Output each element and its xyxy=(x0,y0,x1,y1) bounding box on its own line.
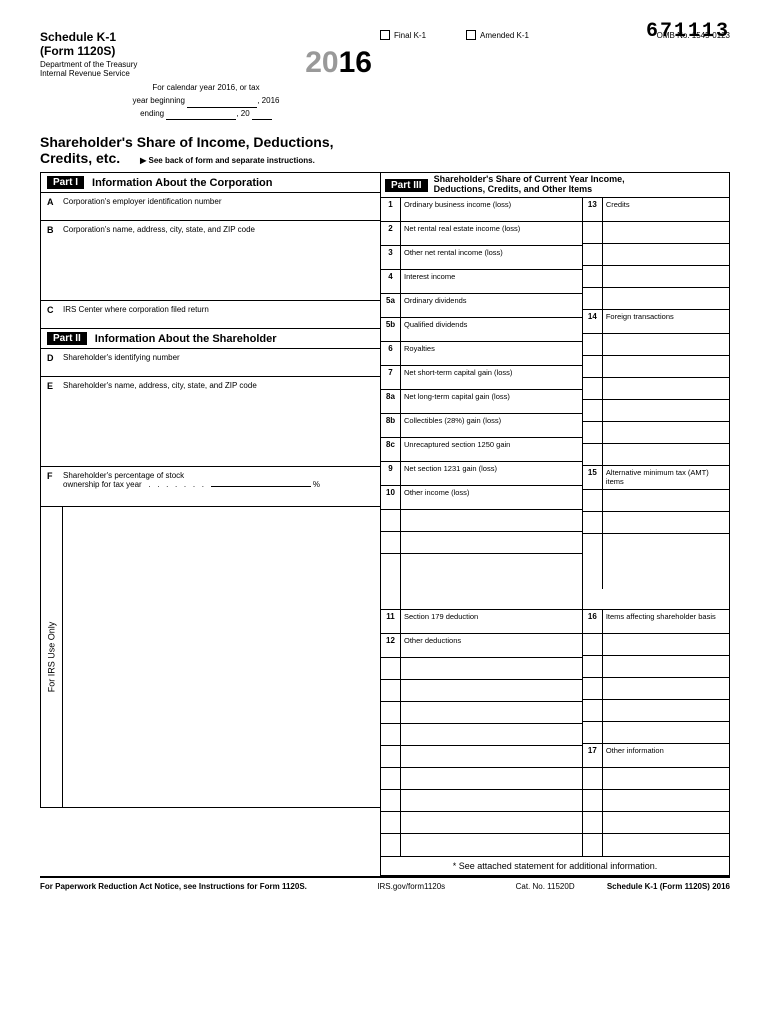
form-code: 671113 xyxy=(646,20,730,43)
part3-badge: Part III xyxy=(385,179,428,192)
part3-grid-lower: 11Section 179 deduction 12Other deductio… xyxy=(381,609,729,856)
amended-k1-checkbox[interactable] xyxy=(466,30,476,40)
row-D: D Shareholder's identifying number xyxy=(41,348,380,376)
main-title: Shareholder's Share of Income, Deduction… xyxy=(40,134,372,150)
footer-form-id: Schedule K-1 (Form 1120S) 2016 xyxy=(607,882,730,891)
amended-k1-label: Amended K-1 xyxy=(480,31,529,40)
row-E: E Shareholder's name, address, city, sta… xyxy=(41,376,380,466)
header-row: Schedule K-1 (Form 1120S) Department of … xyxy=(40,30,730,166)
left-column: Part I Information About the Corporation… xyxy=(40,172,380,808)
dept-line: Department of the Treasury xyxy=(40,60,305,69)
irs-use-only-block: For IRS Use Only xyxy=(41,506,380,807)
final-k1-label: Final K-1 xyxy=(394,31,426,40)
row-B: B Corporation's name, address, city, sta… xyxy=(41,220,380,300)
part1-title: Information About the Corporation xyxy=(92,177,272,189)
row-A: A Corporation's employer identification … xyxy=(41,192,380,220)
part3-footnote: * See attached statement for additional … xyxy=(381,856,729,875)
cat-number: Cat. No. 11520D xyxy=(516,882,575,891)
form-page: 671113 Schedule K-1 (Form 1120S) Departm… xyxy=(0,0,770,911)
irs-use-only-label: For IRS Use Only xyxy=(47,622,57,693)
part3-grid-upper: 1Ordinary business income (loss) 2Net re… xyxy=(381,198,729,609)
calendar-year-block: For calendar year 2016, or tax year begi… xyxy=(40,82,372,120)
part3-header: Part III Shareholder's Share of Current … xyxy=(381,173,729,198)
row-F: F Shareholder's percentage of stock owne… xyxy=(41,466,380,506)
main-content: Part I Information About the Corporation… xyxy=(40,172,730,876)
paperwork-notice: For Paperwork Reduction Act Notice, see … xyxy=(40,882,307,891)
right-column: Part III Shareholder's Share of Current … xyxy=(380,172,730,876)
header-right: Final K-1 Amended K-1 OMB No. 1545-0123 xyxy=(380,30,730,166)
part1-badge: Part I xyxy=(47,176,84,189)
row-C: C IRS Center where corporation filed ret… xyxy=(41,300,380,328)
part2-badge: Part II xyxy=(47,332,87,345)
footer-bar: For Paperwork Reduction Act Notice, see … xyxy=(40,876,730,891)
final-k1-checkbox[interactable] xyxy=(380,30,390,40)
footer-url: IRS.gov/form1120s xyxy=(307,882,516,891)
form-number: (Form 1120S) xyxy=(40,44,305,58)
schedule-title: Schedule K-1 xyxy=(40,30,305,44)
tax-year: 2016 xyxy=(305,48,372,78)
see-back: ▶ See back of form and separate instruct… xyxy=(140,156,315,165)
main-title-2: Credits, etc. xyxy=(40,150,120,166)
header-left: Schedule K-1 (Form 1120S) Department of … xyxy=(40,30,380,166)
irs-line: Internal Revenue Service xyxy=(40,69,305,78)
part2-title: Information About the Shareholder xyxy=(95,333,277,345)
